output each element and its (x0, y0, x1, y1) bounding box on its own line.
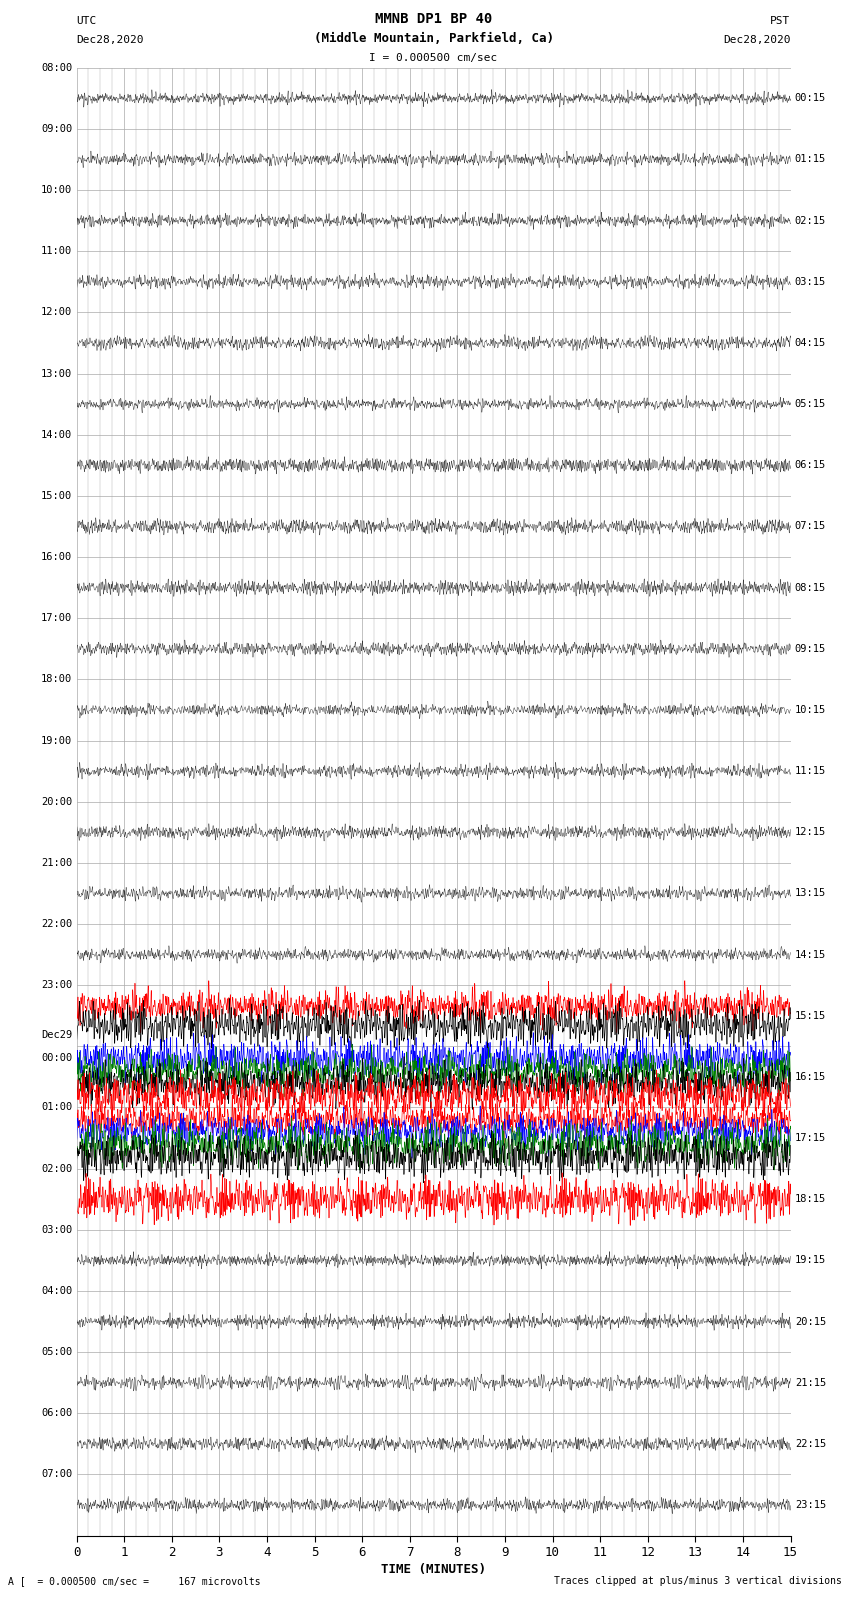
Text: 12:00: 12:00 (41, 308, 72, 318)
Text: 17:00: 17:00 (41, 613, 72, 623)
Text: 10:15: 10:15 (795, 705, 826, 715)
Text: 02:15: 02:15 (795, 216, 826, 226)
Text: 15:00: 15:00 (41, 490, 72, 502)
Text: 08:00: 08:00 (41, 63, 72, 73)
X-axis label: TIME (MINUTES): TIME (MINUTES) (381, 1563, 486, 1576)
Text: 23:15: 23:15 (795, 1500, 826, 1510)
Text: 10:00: 10:00 (41, 185, 72, 195)
Text: 11:00: 11:00 (41, 247, 72, 256)
Text: 22:00: 22:00 (41, 919, 72, 929)
Text: 23:00: 23:00 (41, 981, 72, 990)
Text: Dec28,2020: Dec28,2020 (723, 35, 791, 45)
Text: Traces clipped at plus/minus 3 vertical divisions: Traces clipped at plus/minus 3 vertical … (553, 1576, 842, 1586)
Text: 19:15: 19:15 (795, 1255, 826, 1265)
Text: MMNB DP1 BP 40: MMNB DP1 BP 40 (375, 11, 492, 26)
Text: 22:15: 22:15 (795, 1439, 826, 1448)
Text: Dec28,2020: Dec28,2020 (76, 35, 144, 45)
Text: 07:00: 07:00 (41, 1469, 72, 1479)
Text: 18:00: 18:00 (41, 674, 72, 684)
Text: PST: PST (770, 16, 790, 26)
Text: 06:00: 06:00 (41, 1408, 72, 1418)
Text: 09:00: 09:00 (41, 124, 72, 134)
Text: 18:15: 18:15 (795, 1194, 826, 1205)
Text: 07:15: 07:15 (795, 521, 826, 531)
Text: 08:15: 08:15 (795, 582, 826, 592)
Text: 04:15: 04:15 (795, 339, 826, 348)
Text: 05:00: 05:00 (41, 1347, 72, 1357)
Text: 04:00: 04:00 (41, 1286, 72, 1295)
Text: 16:15: 16:15 (795, 1073, 826, 1082)
Text: 13:15: 13:15 (795, 889, 826, 898)
Text: 01:15: 01:15 (795, 155, 826, 165)
Text: 21:00: 21:00 (41, 858, 72, 868)
Text: 21:15: 21:15 (795, 1378, 826, 1387)
Text: 00:15: 00:15 (795, 94, 826, 103)
Text: A [  = 0.000500 cm/sec =     167 microvolts: A [ = 0.000500 cm/sec = 167 microvolts (8, 1576, 261, 1586)
Text: 19:00: 19:00 (41, 736, 72, 745)
Text: 20:00: 20:00 (41, 797, 72, 806)
Text: (Middle Mountain, Parkfield, Ca): (Middle Mountain, Parkfield, Ca) (314, 32, 553, 45)
Text: 02:00: 02:00 (41, 1163, 72, 1174)
Text: 13:00: 13:00 (41, 368, 72, 379)
Text: 00:00: 00:00 (41, 1053, 72, 1063)
Text: 06:15: 06:15 (795, 460, 826, 471)
Text: 16:00: 16:00 (41, 552, 72, 561)
Text: Dec29: Dec29 (41, 1029, 72, 1040)
Text: 03:15: 03:15 (795, 277, 826, 287)
Text: I = 0.000500 cm/sec: I = 0.000500 cm/sec (370, 53, 497, 63)
Text: 03:00: 03:00 (41, 1224, 72, 1236)
Text: 14:15: 14:15 (795, 950, 826, 960)
Text: 17:15: 17:15 (795, 1132, 826, 1144)
Text: UTC: UTC (76, 16, 97, 26)
Text: 09:15: 09:15 (795, 644, 826, 653)
Text: 15:15: 15:15 (795, 1011, 826, 1021)
Text: 12:15: 12:15 (795, 827, 826, 837)
Text: 01:00: 01:00 (41, 1102, 72, 1113)
Text: 05:15: 05:15 (795, 398, 826, 410)
Text: 11:15: 11:15 (795, 766, 826, 776)
Text: 20:15: 20:15 (795, 1316, 826, 1326)
Text: 14:00: 14:00 (41, 429, 72, 440)
